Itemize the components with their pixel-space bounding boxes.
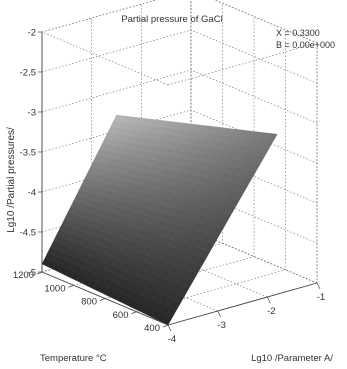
z-tick-label: -3 [28, 108, 36, 119]
y-axis-label: Temperature °C [40, 353, 107, 364]
x-tick [267, 296, 271, 304]
box-edge [41, 31, 169, 86]
z-tick-label: -3.5 [20, 148, 36, 159]
annotation-x: X = 0.3300 [276, 28, 320, 38]
z-grid-line [41, 0, 318, 44]
z-tick-label: -4 [28, 188, 36, 199]
x-tick-label: -4 [168, 334, 176, 345]
y-grid-line [136, 29, 286, 313]
y-grid-line [73, 3, 223, 286]
box-edge [167, 42, 318, 86]
axis-line [167, 282, 318, 326]
y-grid-line [104, 16, 255, 299]
y-tick-label: 1000 [44, 283, 65, 294]
annotation-b: B = 0.00e+000 [276, 40, 335, 50]
z-grid-line [41, 69, 318, 124]
y-tick-label: 400 [144, 323, 160, 334]
x-tick [217, 310, 221, 318]
chart-title: Partial pressure of GaCl [121, 14, 222, 25]
surface-patch [113, 114, 125, 122]
z-tick-label: -4.5 [20, 228, 36, 239]
x-tick-label: -3 [217, 320, 225, 331]
x-axis-label: Lg10 /Parameter A/ [251, 353, 333, 364]
x-tick [167, 324, 172, 332]
z-tick-label: -2 [28, 28, 36, 39]
y-tick-label: 1200 [13, 270, 34, 281]
x-tick-label: -1 [317, 292, 325, 303]
y-tick-label: 800 [81, 297, 97, 308]
surface [41, 114, 278, 326]
y-tick [99, 298, 106, 301]
y-tick [131, 311, 137, 315]
z-axis-label: Lg10 /Partial pressures/ [6, 127, 17, 233]
y-tick [68, 284, 74, 288]
y-tick [162, 324, 169, 328]
z-tick-label: -2.5 [20, 68, 36, 79]
axes: -4 -3 -2 -1 400 600 800 1000 1200-5 -4.5 -4 -3.5 -3 -… [13, 28, 325, 346]
x-tick [316, 282, 321, 290]
y-tick-label: 600 [113, 310, 129, 321]
z-tick-label: -5 [28, 268, 36, 279]
x-tick-label: -2 [267, 306, 275, 317]
